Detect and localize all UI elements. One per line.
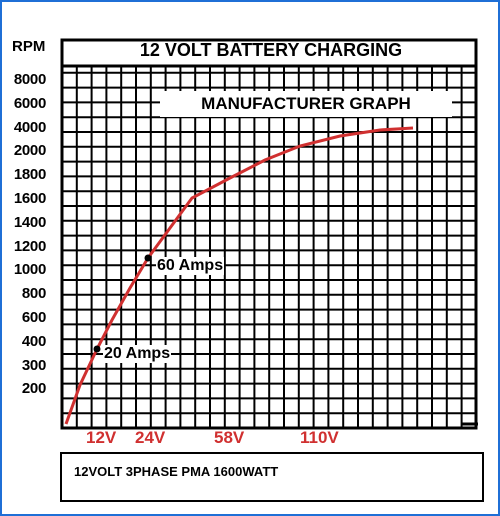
y-tick-label: 1600 [13, 190, 46, 207]
x-tick-24v: 24V [135, 428, 166, 447]
footer-text: 12VOLT 3PHASE PMA 1600WATT [74, 464, 279, 479]
footer-box: 12VOLT 3PHASE PMA 1600WATT [60, 452, 484, 502]
y-tick-label: 4000 [13, 118, 46, 136]
grid [61, 66, 476, 429]
annotation-20-amps: 20 Amps [103, 345, 172, 363]
y-tick-label: 800 [21, 285, 46, 303]
y-tick-label: 400 [21, 332, 46, 350]
annotation-60-amps: 60 Amps [156, 257, 225, 275]
y-tick-label: 2000 [13, 142, 46, 160]
y-tick-label: 1800 [13, 166, 46, 184]
y-tick-label: 1000 [13, 261, 46, 279]
plot-border [60, 38, 478, 430]
charging-curve [64, 126, 414, 425]
chart-title: 12 VOLT BATTERY CHARGING [139, 40, 403, 60]
y-tick-label: 200 [21, 380, 46, 398]
x-tick-58v: 58V [214, 428, 245, 447]
y-tick-label: 6000 [13, 94, 46, 112]
data-point-20-amps [93, 345, 101, 353]
y-tick-label: 300 [21, 356, 46, 374]
y-tick-label: 1400 [13, 213, 46, 231]
x-tick-12v: 12V [86, 428, 117, 447]
data-point-60-amps [144, 254, 152, 262]
y-axis-title: RPM [12, 38, 46, 55]
y-tick-label: 8000 [13, 71, 46, 88]
chart-subtitle: MANUFACTURER GRAPH [160, 91, 452, 117]
x-tick-110v: 110V [300, 428, 339, 447]
y-tick-label: 600 [21, 309, 46, 326]
y-tick-label: 1200 [13, 237, 46, 255]
